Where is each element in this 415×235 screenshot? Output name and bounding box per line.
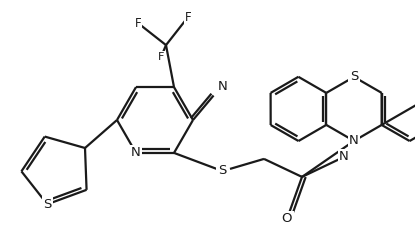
Text: N: N <box>349 134 359 147</box>
Text: N: N <box>339 150 349 163</box>
Text: N: N <box>131 146 141 159</box>
Text: S: S <box>43 198 51 211</box>
Text: S: S <box>218 164 226 177</box>
Text: O: O <box>282 212 292 225</box>
Text: S: S <box>350 70 358 83</box>
Text: N: N <box>218 80 227 93</box>
Text: F: F <box>135 17 142 30</box>
Text: F: F <box>185 11 191 24</box>
Text: F: F <box>158 52 164 62</box>
